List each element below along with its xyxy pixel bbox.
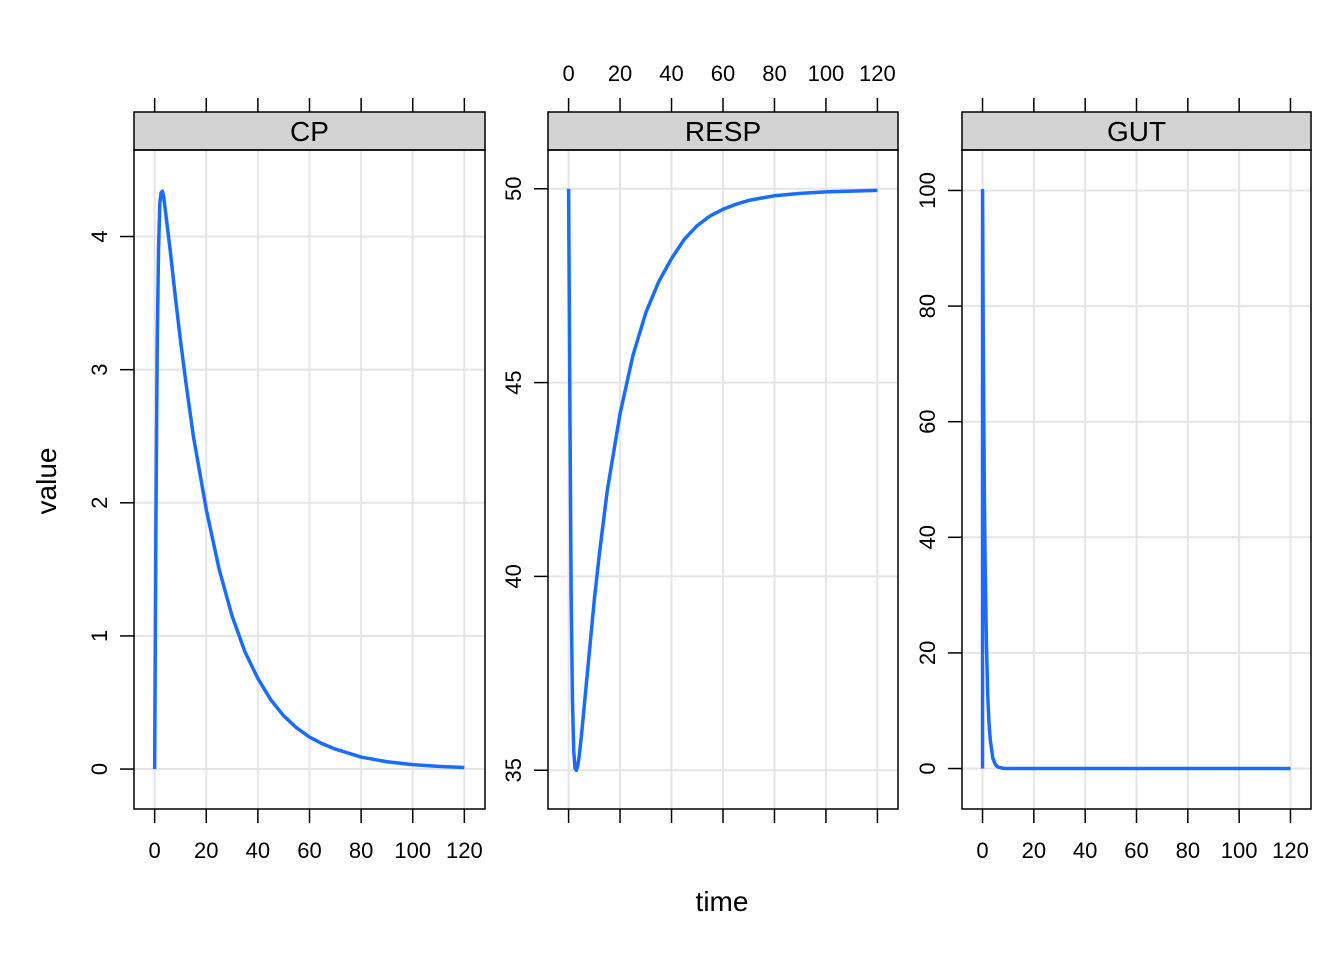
y-tick-label: 3 (87, 364, 112, 376)
x-tick-label: 0 (149, 838, 161, 863)
x-tick-label: 60 (711, 61, 735, 86)
x-tick-label: 40 (659, 61, 683, 86)
panel-cp: CP 0 20 40 60 80 100 120 0 1 2 3 4 (87, 98, 486, 863)
y-tick-label: 80 (915, 294, 940, 318)
x-tick-label: 40 (246, 838, 270, 863)
strip-label-gut: GUT (1107, 116, 1166, 147)
y-tick-label: 0 (915, 762, 940, 774)
y-tick-label: 100 (915, 172, 940, 209)
x-tick-label: 40 (1073, 838, 1097, 863)
panel-gut: GUT 0 20 40 60 80 100 120 0 20 40 60 80 100 (915, 98, 1312, 863)
x-tick-label: 60 (1124, 838, 1148, 863)
x-tick-label: 20 (1022, 838, 1046, 863)
x-tick-label: 20 (194, 838, 218, 863)
x-tick-label: 100 (808, 61, 845, 86)
x-tick-label: 120 (1272, 838, 1309, 863)
y-tick-label: 1 (87, 630, 112, 642)
strip-label-cp: CP (290, 116, 329, 147)
y-tick-label: 2 (87, 497, 112, 509)
series-line-cp (152, 189, 465, 770)
x-tick-label: 120 (859, 61, 896, 86)
strip-cp (133, 111, 486, 151)
strip-gut (961, 111, 1312, 151)
x-tick-label: 80 (349, 838, 373, 863)
y-axis-title: value (31, 448, 62, 515)
strip-resp (547, 111, 899, 151)
series-line-resp (566, 188, 878, 772)
y-tick-label: 50 (501, 177, 526, 201)
x-tick-label: 20 (608, 61, 632, 86)
x-tick-label: 80 (762, 61, 786, 86)
x-tick-label: 0 (562, 61, 574, 86)
x-tick-label: 60 (297, 838, 321, 863)
panel-resp: RESP 0 20 40 60 80 100 120 35 40 45 50 (501, 61, 899, 823)
y-tick-label: 40 (915, 525, 940, 549)
x-tick-label: 80 (1176, 838, 1200, 863)
x-tick-label: 100 (394, 838, 431, 863)
y-tick-label: 35 (501, 758, 526, 782)
strip-label-resp: RESP (685, 116, 761, 147)
x-tick-label: 120 (446, 838, 483, 863)
y-tick-label: 45 (501, 370, 526, 394)
y-tick-label: 40 (501, 564, 526, 588)
y-tick-label: 4 (87, 230, 112, 242)
x-tick-label: 100 (1221, 838, 1258, 863)
x-axis-title: time (696, 886, 749, 917)
x-tick-label: 0 (976, 838, 988, 863)
y-tick-label: 0 (87, 763, 112, 775)
y-tick-label: 20 (915, 641, 940, 665)
series-line-gut (980, 188, 1291, 771)
y-tick-label: 60 (915, 409, 940, 433)
